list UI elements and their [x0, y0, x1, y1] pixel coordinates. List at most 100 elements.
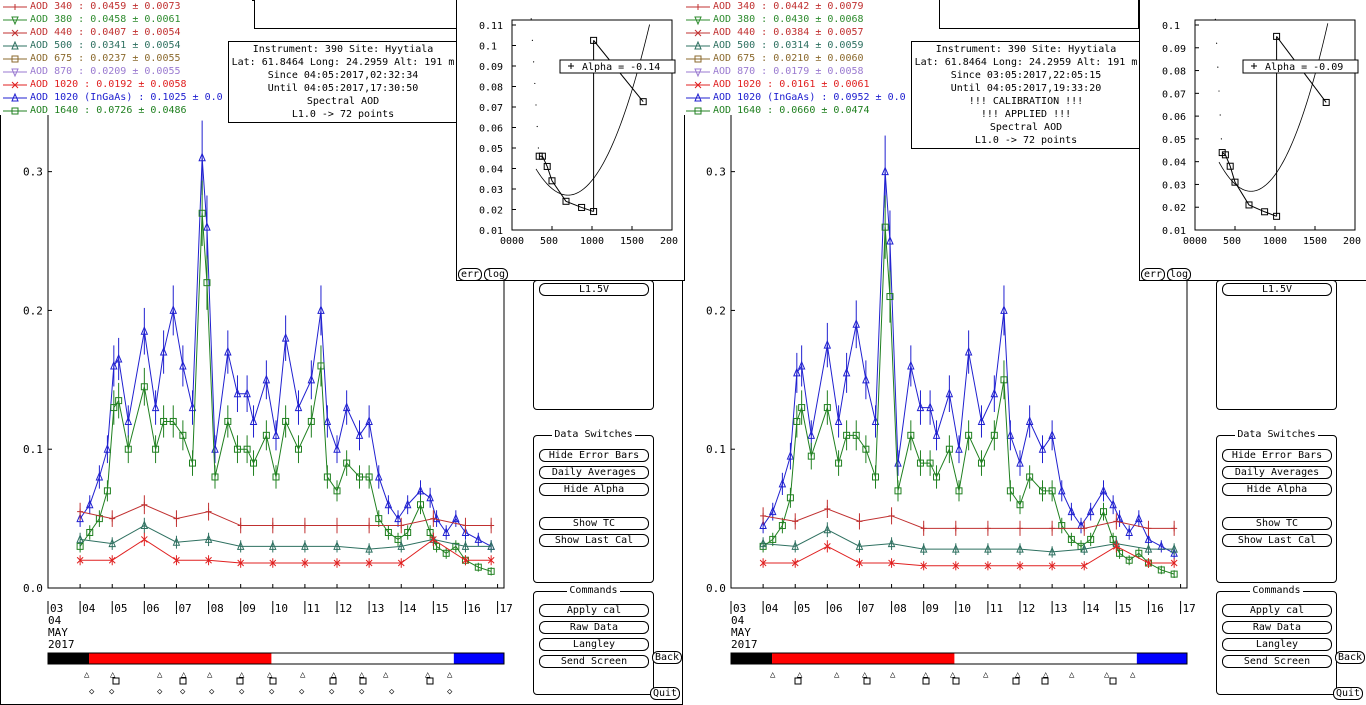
- legend-marker-icon: [686, 91, 710, 104]
- timeline-tri-marker: △: [267, 670, 273, 680]
- switch-hide-error-bars-button[interactable]: Hide Error Bars: [1222, 449, 1332, 462]
- info-box: Instrument: 390 Site: Hyytiala Lat: 61.84…: [911, 41, 1141, 149]
- data-switches-box: Data Switches Hide Error Bars Daily Averag…: [1216, 429, 1337, 583]
- data-point: [85, 499, 94, 509]
- info-line: Instrument: 390 Site: Hyytiala: [252, 44, 434, 55]
- inset-y-label: 0.02: [479, 206, 503, 217]
- l15v-button[interactable]: L1.5V: [1222, 283, 1332, 296]
- data-point: [141, 501, 148, 508]
- series-aod-500: [76, 517, 495, 556]
- inset-y-label: 0.07: [479, 103, 503, 114]
- data-point: [952, 525, 959, 532]
- data-point: [778, 522, 786, 530]
- switch-show-last-cal-button[interactable]: Show Last Cal: [539, 534, 649, 547]
- timeline-square-marker: [1041, 677, 1049, 685]
- timeline-diamond-marker: ◇: [359, 687, 365, 697]
- data-point: [1100, 508, 1108, 516]
- data-point: [384, 528, 392, 536]
- command-apply-cal-button[interactable]: Apply cal: [539, 604, 649, 617]
- data-point: [224, 346, 232, 356]
- series-aod-500: [759, 522, 1178, 558]
- series-aod-340: [760, 499, 1178, 536]
- data-point: [1026, 473, 1034, 481]
- data-point: [768, 506, 777, 516]
- inset-point: [1245, 201, 1253, 209]
- timeline-square-marker: [359, 677, 367, 685]
- timeline-tri-marker: △: [890, 670, 896, 680]
- command-raw-data-button[interactable]: Raw Data: [539, 621, 649, 634]
- x-tick-label: 17: [500, 602, 513, 615]
- data-point: [786, 494, 794, 502]
- data-point: [1048, 546, 1056, 556]
- switch-hide-alpha-button[interactable]: Hide Alpha: [1222, 483, 1332, 496]
- data-point: [793, 417, 801, 425]
- inset-fit-dot: [535, 104, 537, 106]
- alpha-label-icon: [568, 63, 574, 69]
- data-point: [417, 501, 425, 509]
- err-button[interactable]: err: [458, 268, 483, 281]
- err-button[interactable]: err: [1141, 268, 1166, 281]
- data-point: [916, 459, 924, 467]
- inset-y-label: 0.03: [1162, 180, 1186, 191]
- data-point: [855, 541, 864, 550]
- timeline-tri-marker: △: [447, 670, 453, 680]
- data-point: [204, 534, 213, 543]
- back-button[interactable]: Back: [1335, 651, 1366, 664]
- x-tick-label: 14: [1086, 602, 1100, 615]
- series-line: [80, 524, 492, 550]
- switch-show-tc-button[interactable]: Show TC: [1222, 517, 1332, 530]
- legend-entry: AOD 380 : 0.0458 ± 0.0061: [30, 14, 181, 25]
- command-send-screen-button[interactable]: Send Screen: [1222, 655, 1332, 668]
- inset-point: [543, 162, 551, 170]
- log-button[interactable]: log: [484, 268, 509, 281]
- command-apply-cal-button[interactable]: Apply cal: [1222, 604, 1332, 617]
- switch-show-last-cal-button[interactable]: Show Last Cal: [1222, 534, 1332, 547]
- command-send-screen-button[interactable]: Send Screen: [539, 655, 649, 668]
- timeline-frame: [47, 652, 505, 665]
- switch-daily-averages-button[interactable]: Daily Averages: [1222, 466, 1332, 479]
- back-button[interactable]: Back: [652, 651, 683, 664]
- quit-button[interactable]: Quit: [650, 687, 681, 700]
- data-point: [786, 450, 795, 460]
- x-tick-label: 15: [1118, 602, 1131, 615]
- data-point: [955, 443, 963, 453]
- l15v-button[interactable]: L1.5V: [539, 283, 649, 296]
- timeline-segment: [89, 653, 272, 664]
- data-point: [760, 512, 767, 519]
- data-point: [108, 556, 116, 564]
- command-langley-button[interactable]: Langley: [539, 638, 649, 651]
- data-point: [249, 416, 258, 425]
- legend-marker-svg: [686, 4, 710, 10]
- legend-marker-svg: [3, 4, 27, 10]
- switch-show-tc-button[interactable]: Show TC: [539, 517, 649, 530]
- log-button[interactable]: log: [1167, 268, 1192, 281]
- data-point: [108, 538, 116, 548]
- inset-point: [538, 152, 546, 160]
- timeline-tri-marker: △: [359, 670, 365, 680]
- data-point: [397, 541, 405, 550]
- command-raw-data-button[interactable]: Raw Data: [1222, 621, 1332, 634]
- quit-button[interactable]: Quit: [1333, 687, 1364, 700]
- inset-x-label: 1500: [620, 236, 644, 247]
- timeline-tri-marker: △: [425, 670, 431, 680]
- data-point: [886, 293, 894, 301]
- data-point: [282, 417, 290, 425]
- data-point: [426, 528, 434, 536]
- data-point: [430, 515, 437, 522]
- x-tick-label: 04: [82, 602, 96, 615]
- command-langley-button[interactable]: Langley: [1222, 638, 1332, 651]
- data-point: [894, 487, 902, 495]
- data-point: [343, 459, 351, 467]
- data-point: [1170, 559, 1178, 567]
- inset-fit-dot: [1218, 90, 1220, 92]
- switch-hide-error-bars-button[interactable]: Hide Error Bars: [539, 449, 649, 462]
- switch-hide-alpha-button[interactable]: Hide Alpha: [539, 483, 649, 496]
- data-point: [945, 445, 953, 453]
- inset-fit-curve: [1218, 23, 1329, 192]
- inset-y-label: 0.09: [479, 62, 503, 73]
- switch-daily-averages-button[interactable]: Daily Averages: [539, 466, 649, 479]
- legend-marker-icon: [686, 52, 710, 65]
- y-tick-label: 0.2: [23, 304, 43, 317]
- left-panel: 0.0 0.1 0.2 0.3 03 04 05 06 07 08 09 10 11 12 13 14 15 16…: [0, 0, 685, 705]
- data-point: [262, 374, 271, 384]
